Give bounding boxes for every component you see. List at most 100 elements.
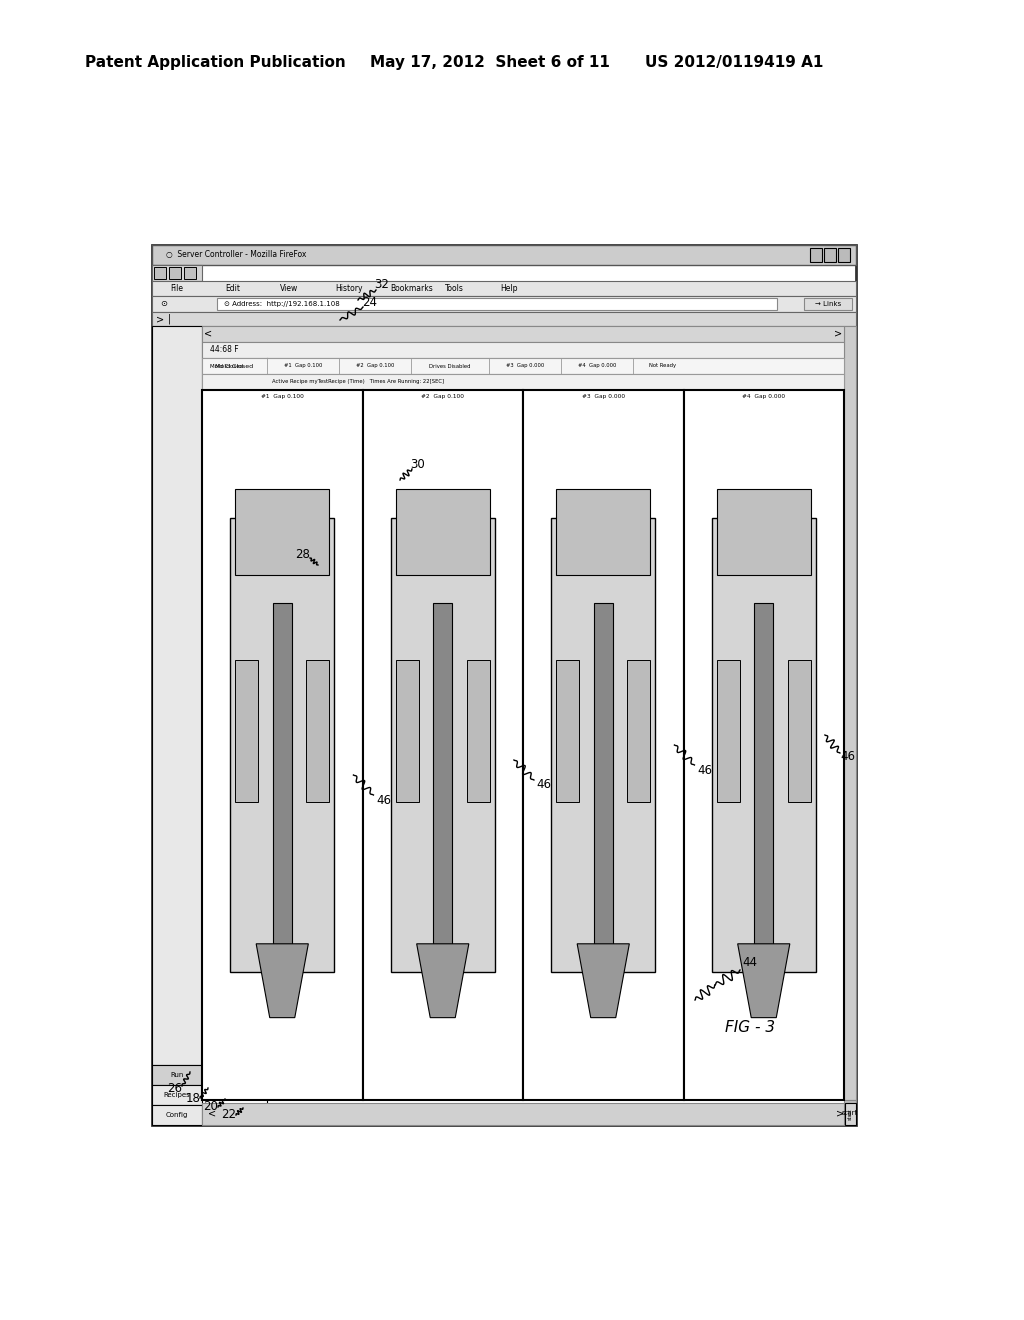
Bar <box>152 246 856 265</box>
Polygon shape <box>578 944 630 1018</box>
Text: Not Ready: Not Ready <box>649 363 677 368</box>
Bar <box>433 603 453 944</box>
Text: View: View <box>280 284 298 293</box>
Bar <box>824 248 836 261</box>
Bar <box>306 660 329 801</box>
Text: 46: 46 <box>841 751 855 763</box>
Bar <box>683 389 844 1100</box>
Text: #4  Gap 0.000: #4 Gap 0.000 <box>578 363 616 368</box>
Text: #1  Gap 0.100: #1 Gap 0.100 <box>284 363 323 368</box>
Bar <box>154 267 166 279</box>
Text: <: < <box>208 1109 216 1119</box>
Bar <box>787 660 811 801</box>
Text: >: > <box>834 329 842 339</box>
Text: #4  Gap 0.000: #4 Gap 0.000 <box>742 393 785 399</box>
Text: >: > <box>836 1109 844 1119</box>
Text: start: start <box>848 1109 853 1119</box>
Text: 44:68 F: 44:68 F <box>210 346 239 355</box>
Text: 32: 32 <box>375 279 389 292</box>
Text: Tools: Tools <box>445 284 464 293</box>
Text: #2  Gap 0.100: #2 Gap 0.100 <box>355 363 394 368</box>
Text: start: start <box>842 1110 858 1115</box>
Bar <box>152 312 856 326</box>
Bar <box>202 389 362 1100</box>
Bar <box>217 298 777 310</box>
Bar <box>152 296 856 312</box>
Bar <box>152 265 202 281</box>
Text: ⊙ Address:  http://192.168.1.108: ⊙ Address: http://192.168.1.108 <box>224 301 340 308</box>
Text: FIG - 3: FIG - 3 <box>725 1020 775 1035</box>
Text: May 17, 2012  Sheet 6 of 11: May 17, 2012 Sheet 6 of 11 <box>370 54 610 70</box>
Bar <box>202 326 844 342</box>
Text: ⊙: ⊙ <box>160 300 167 309</box>
Bar <box>551 517 655 973</box>
Bar <box>169 267 181 279</box>
Text: 18: 18 <box>185 1092 201 1105</box>
Text: 26: 26 <box>168 1081 182 1094</box>
Text: Patent Application Publication: Patent Application Publication <box>85 54 346 70</box>
Text: 22: 22 <box>221 1109 237 1122</box>
Text: 46: 46 <box>376 793 391 807</box>
Text: Edit: Edit <box>225 284 240 293</box>
Text: 30: 30 <box>411 458 425 471</box>
Text: 28: 28 <box>296 549 310 561</box>
Bar <box>152 1085 202 1105</box>
Text: Config: Config <box>166 1111 188 1118</box>
Text: #1  Gap 0.100: #1 Gap 0.100 <box>261 393 304 399</box>
Bar <box>390 517 495 973</box>
Text: >: > <box>156 314 164 323</box>
Text: Mold Closed: Mold Closed <box>210 363 243 368</box>
Bar <box>844 1100 856 1125</box>
Bar <box>628 660 650 801</box>
Bar <box>755 603 773 944</box>
Text: 46: 46 <box>537 779 552 792</box>
Text: 24: 24 <box>362 296 378 309</box>
Bar <box>556 660 580 801</box>
Text: Bookmarks: Bookmarks <box>390 284 433 293</box>
Polygon shape <box>417 944 469 1018</box>
Bar <box>523 389 683 1100</box>
Text: #2  Gap 0.100: #2 Gap 0.100 <box>421 393 464 399</box>
Bar <box>362 389 523 1100</box>
Bar <box>202 358 844 374</box>
Text: File: File <box>170 284 183 293</box>
Bar <box>236 660 258 801</box>
Text: ○  Server Controller - Mozilla FireFox: ○ Server Controller - Mozilla FireFox <box>166 251 306 260</box>
Text: 20: 20 <box>204 1101 218 1114</box>
Bar <box>467 660 489 801</box>
Text: US 2012/0119419 A1: US 2012/0119419 A1 <box>645 54 823 70</box>
Text: |: | <box>168 314 171 325</box>
Bar <box>717 490 811 574</box>
Bar <box>152 1065 202 1085</box>
Text: → Links: → Links <box>815 301 841 308</box>
Bar <box>230 517 335 973</box>
Bar <box>152 326 202 1065</box>
Bar <box>152 246 856 1125</box>
Polygon shape <box>256 944 308 1018</box>
Text: 46: 46 <box>697 763 712 776</box>
Bar <box>152 281 856 296</box>
Bar <box>184 267 196 279</box>
Polygon shape <box>737 944 790 1018</box>
Bar <box>845 1104 856 1125</box>
Text: #3  Gap 0.000: #3 Gap 0.000 <box>506 363 544 368</box>
Bar <box>717 660 739 801</box>
Text: <: < <box>204 329 212 339</box>
Bar <box>556 490 650 574</box>
Bar <box>804 298 852 310</box>
Bar <box>594 603 612 944</box>
Bar <box>810 248 822 261</box>
Bar <box>236 490 329 574</box>
Text: Help: Help <box>500 284 517 293</box>
Text: #3  Gap 0.000: #3 Gap 0.000 <box>582 393 625 399</box>
Bar <box>712 517 816 973</box>
Bar <box>202 1104 844 1125</box>
Bar <box>272 603 292 944</box>
Text: Active Recipe myTestRecipe (Time)   Times Are Running: 22[SEC]: Active Recipe myTestRecipe (Time) Times … <box>272 380 444 384</box>
Bar <box>152 1105 202 1125</box>
Bar <box>202 374 844 389</box>
Bar <box>844 326 856 1100</box>
Bar <box>396 490 489 574</box>
Bar <box>202 342 844 358</box>
Text: History: History <box>335 284 362 293</box>
